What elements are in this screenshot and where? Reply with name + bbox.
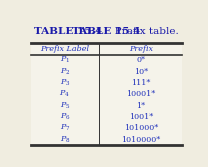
Text: 111*: 111* [131,79,150,87]
Text: 10*: 10* [134,68,148,76]
Text: Prefix Label: Prefix Label [40,45,89,53]
Text: $P_7$: $P_7$ [60,123,70,133]
Text: Prefix: Prefix [129,45,153,53]
Text: $P_5$: $P_5$ [60,101,70,111]
Text: 0*: 0* [136,56,145,64]
Text: $P_4$: $P_4$ [59,89,70,99]
Text: 10001*: 10001* [126,90,155,98]
Text: 1010000*: 1010000* [121,136,160,144]
Text: 1001*: 1001* [129,113,153,121]
Bar [31,43,182,145]
Text: 101000*: 101000* [124,124,158,132]
Text: TABLE 15.4: TABLE 15.4 [72,27,141,36]
Text: $P_6$: $P_6$ [59,112,70,122]
Text: $P_3$: $P_3$ [60,78,70,88]
Text: $P_2$: $P_2$ [60,66,70,77]
Text: $P_1$: $P_1$ [60,55,70,65]
Text: 1*: 1* [136,102,145,110]
Text: $P_8$: $P_8$ [59,135,70,145]
